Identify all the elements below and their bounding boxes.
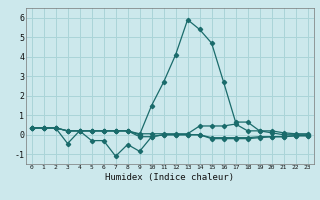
X-axis label: Humidex (Indice chaleur): Humidex (Indice chaleur) bbox=[105, 173, 234, 182]
